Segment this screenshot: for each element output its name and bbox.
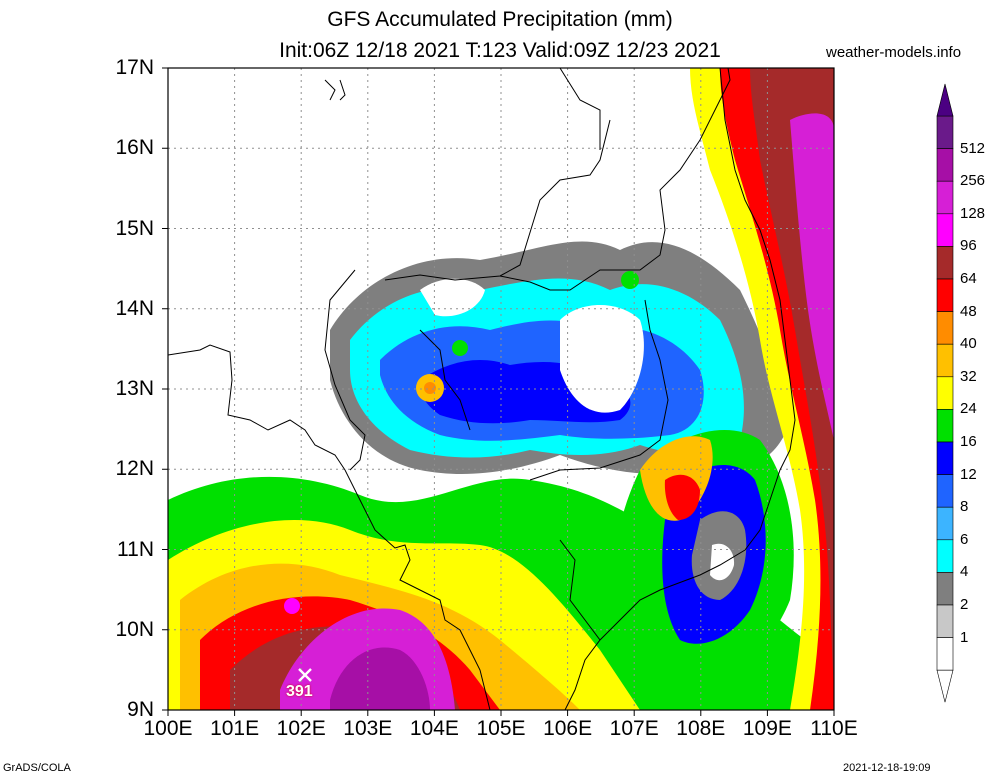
colorbar-label: 8 xyxy=(960,498,969,516)
axis-ticks xyxy=(162,67,835,716)
x-tick-label: 110E xyxy=(810,717,858,740)
x-tick-label: 109E xyxy=(742,717,792,740)
x-tick-label: 106E xyxy=(543,717,593,740)
colorbar-segment xyxy=(936,180,954,215)
y-tick-label: 12N xyxy=(115,457,154,481)
colorbar-segment xyxy=(936,246,954,280)
colorbar-label: 40 xyxy=(960,335,977,353)
x-tick-label: 108E xyxy=(676,717,726,740)
x-tick-label: 107E xyxy=(609,717,659,740)
max-point-label: 391 xyxy=(286,683,313,700)
y-tick-label: 13N xyxy=(115,377,154,400)
y-tick-label: 16N xyxy=(115,136,154,160)
x-tick-label: 105E xyxy=(476,717,526,740)
colorbar-bottom-arrow xyxy=(936,669,954,703)
colorbar-segment xyxy=(936,604,954,638)
colorbar-label: 4 xyxy=(960,563,969,581)
max-point-marker xyxy=(298,668,312,682)
colorbar-segment xyxy=(936,213,954,247)
colorbar-label: 32 xyxy=(960,367,977,385)
colorbar-segment xyxy=(936,506,954,541)
colorbar-segment xyxy=(936,311,954,345)
colorbar-label: 128 xyxy=(960,204,986,222)
colorbar-label: 64 xyxy=(960,270,977,287)
colorbar-label: 48 xyxy=(960,302,977,320)
y-tick-label: 11N xyxy=(117,537,154,561)
map-borders xyxy=(168,68,796,710)
colorbar-label: 6 xyxy=(960,530,969,548)
y-tick-label: 15N xyxy=(115,216,154,240)
x-tick-label: 103E xyxy=(343,717,393,740)
site-watermark: weather-models.info xyxy=(826,44,962,61)
colorbar-segment xyxy=(936,409,954,443)
generation-timestamp: 2021-12-18-19:09 xyxy=(843,762,931,774)
colorbar-segment xyxy=(936,441,954,475)
colorbar-segment xyxy=(936,278,954,312)
x-tick-label: 102E xyxy=(276,717,326,740)
x-tick-label: 104E xyxy=(409,717,459,740)
chart-subtitle: Init:06Z 12/18 2021 T:123 Valid:09Z 12/2… xyxy=(279,39,721,62)
colorbar-segment xyxy=(936,376,954,410)
map-grid xyxy=(168,68,834,710)
colorbar-segment xyxy=(936,572,954,606)
colorbar-label: 1 xyxy=(960,628,969,646)
colorbar-segment xyxy=(936,474,954,508)
colorbar-segment xyxy=(936,343,954,378)
colorbar-label: 2 xyxy=(960,596,969,613)
x-tick-label: 100E xyxy=(143,717,193,740)
colorbar-label: 12 xyxy=(960,465,977,483)
colorbar-segment xyxy=(936,148,954,182)
colorbar-label: 512 xyxy=(960,139,986,157)
y-tick-label: 9N xyxy=(127,698,154,721)
colorbar xyxy=(936,83,954,703)
colorbar-segment xyxy=(936,637,954,671)
y-tick-label: 17N xyxy=(115,56,154,79)
x-tick-label: 101E xyxy=(210,717,260,740)
colorbar-label: 96 xyxy=(960,237,977,255)
colorbar-label: 16 xyxy=(960,433,977,450)
colorbar-segment xyxy=(936,115,954,149)
colorbar-label: 256 xyxy=(960,172,986,190)
colorbar-segment xyxy=(936,539,954,573)
chart-title: GFS Accumulated Precipitation (mm) xyxy=(327,8,673,31)
software-credit: GrADS/COLA xyxy=(3,762,71,774)
colorbar-top-arrow xyxy=(936,83,954,117)
colorbar-label: 24 xyxy=(960,400,977,418)
y-tick-label: 14N xyxy=(115,296,154,320)
y-tick-label: 10N xyxy=(115,617,154,641)
